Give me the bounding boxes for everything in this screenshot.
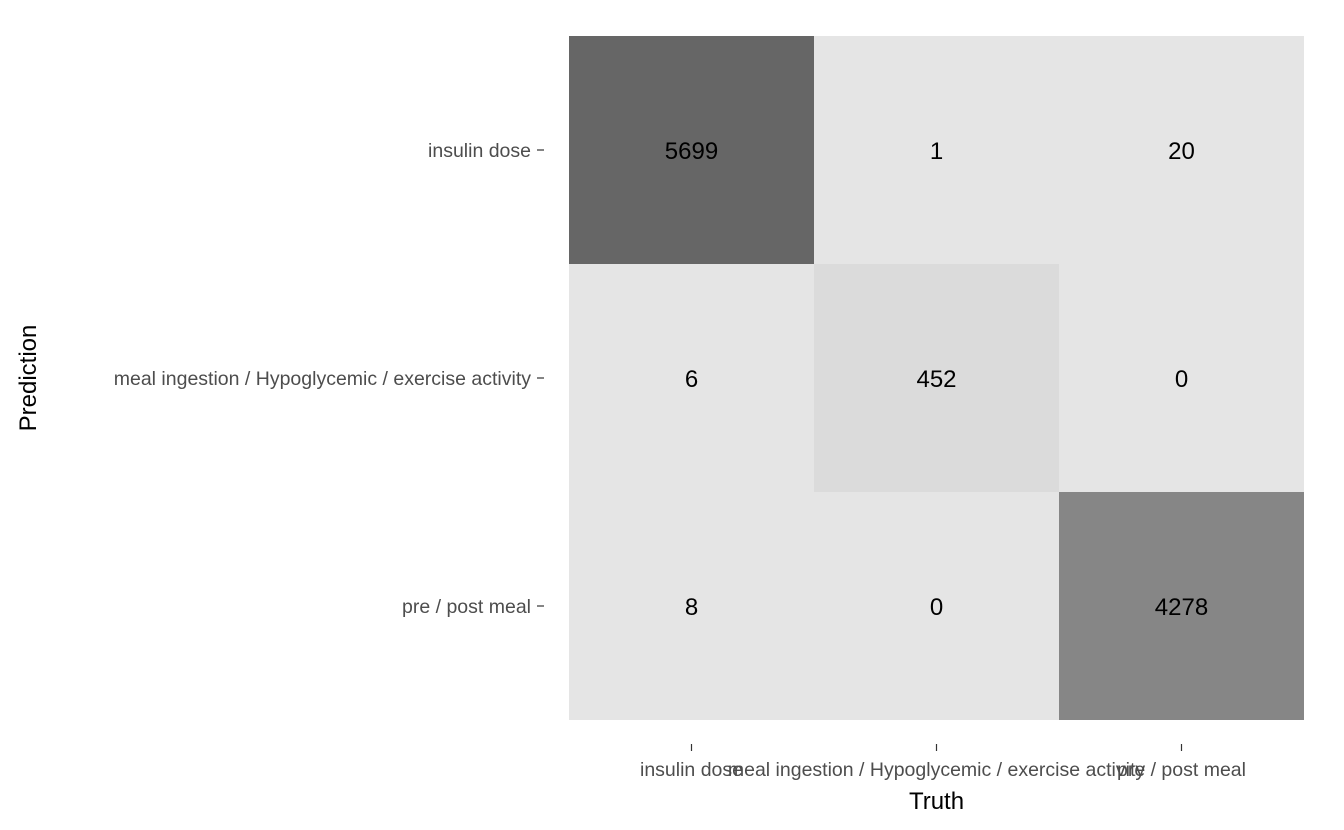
cell-value-label: 5699 <box>665 138 718 165</box>
cell-value-label: 0 <box>1175 366 1188 393</box>
y-axis: insulin dose meal ingestion / Hypoglycemi… <box>114 140 544 618</box>
cell-value-label: 1 <box>930 138 943 165</box>
y-axis-title: Prediction <box>15 325 42 432</box>
heatmap-cell <box>814 264 1059 492</box>
cell-value-label: 20 <box>1168 138 1195 165</box>
cell-value-label: 0 <box>930 594 943 621</box>
cell-value-label: 452 <box>916 366 956 393</box>
x-axis-title: Truth <box>909 788 964 815</box>
heatmap-cell <box>1059 492 1304 720</box>
heatmap-cell <box>814 36 1059 264</box>
heatmap-cell <box>1059 36 1304 264</box>
x-tick-label: insulin dose <box>640 759 743 781</box>
x-tick-label: pre / post meal <box>1117 759 1246 781</box>
heatmap-cell <box>569 264 814 492</box>
y-tick-label: meal ingestion / Hypoglycemic / exercise… <box>114 368 531 390</box>
cell-value-label: 8 <box>685 594 698 621</box>
heatmap-cell <box>569 492 814 720</box>
y-tick-label: insulin dose <box>428 140 531 162</box>
y-tick-label: pre / post meal <box>402 596 531 618</box>
heatmap-cell <box>814 492 1059 720</box>
cell-value-label: 4278 <box>1155 594 1208 621</box>
x-tick-label: meal ingestion / Hypoglycemic / exercise… <box>728 759 1145 781</box>
heatmap-cell <box>1059 264 1304 492</box>
heatmap-cells: 5699 1 20 6 452 0 8 0 4278 <box>569 36 1304 720</box>
heatmap-cell <box>569 36 814 264</box>
cell-value-label: 6 <box>685 366 698 393</box>
